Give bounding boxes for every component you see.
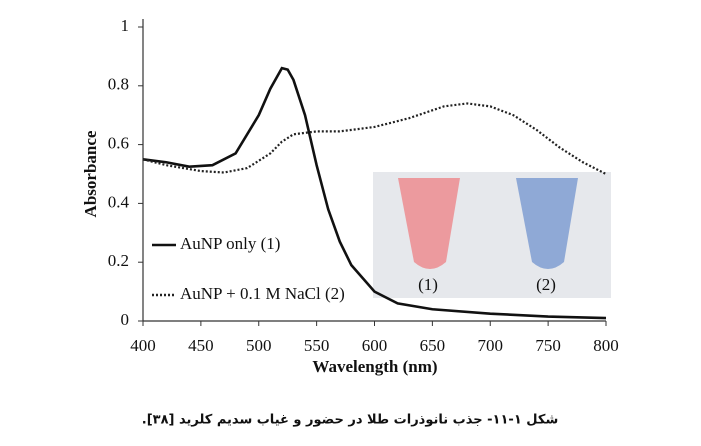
x-tick-label: 650: [420, 336, 446, 355]
y-tick-label: 1: [121, 16, 130, 35]
y-axis-title: Absorbance: [81, 130, 100, 217]
legend-label: AuNP + 0.1 M NaCl (2): [180, 284, 345, 303]
x-tick-label: 500: [246, 336, 272, 355]
x-tick-label: 750: [535, 336, 561, 355]
x-tick-label: 550: [304, 336, 330, 355]
x-tick-label: 800: [593, 336, 619, 355]
y-tick-label: 0: [121, 310, 130, 329]
y-tick-label: 0.6: [108, 134, 129, 153]
caption: شکل ۱-۱۱- جذب نانوذرات طلا در حضور و غیا…: [142, 413, 559, 428]
y-tick-label: 0.8: [108, 75, 129, 94]
y-tick-label: 0.4: [108, 192, 130, 211]
tube-red: [398, 178, 460, 269]
legend-label: AuNP only (1): [180, 234, 280, 253]
series-line: [142, 66, 607, 320]
x-tick-label: 600: [362, 336, 388, 355]
x-tick-label: 400: [130, 336, 156, 355]
x-tick-label: 700: [478, 336, 504, 355]
x-tick-label: 450: [188, 336, 214, 355]
annotation: (2): [536, 275, 556, 294]
x-axis-title: Wavelength (nm): [312, 357, 437, 376]
inset-photo: [373, 172, 611, 298]
annotation: (1): [418, 275, 438, 294]
tube-blue: [516, 178, 578, 269]
y-tick-label: 0.2: [108, 251, 129, 270]
series-line: [142, 102, 607, 175]
